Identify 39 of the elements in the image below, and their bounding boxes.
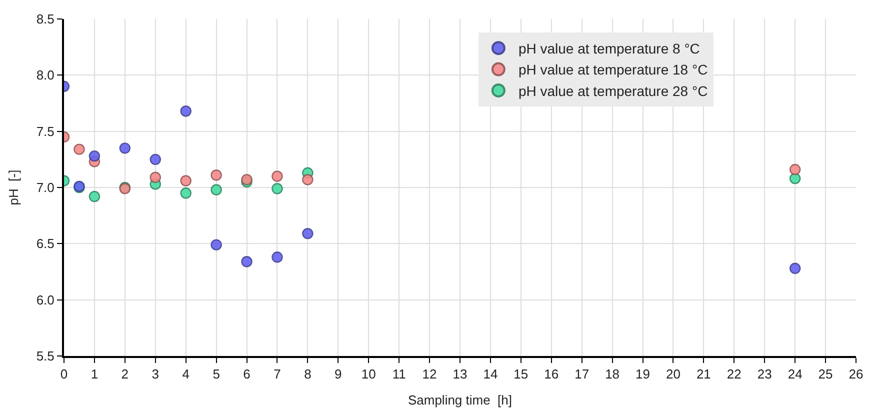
legend-label: pH value at temperature 28 °C — [518, 82, 708, 99]
x-tick-label: 16 — [544, 366, 559, 382]
x-tick-label: 23 — [757, 366, 772, 382]
x-tick-label: 22 — [726, 366, 742, 382]
x-tick-label: 1 — [90, 366, 98, 382]
x-tick-label: 24 — [788, 366, 802, 382]
x-tick-label: 18 — [605, 366, 620, 382]
legend-label: pH value at temperature 8 °C — [518, 40, 700, 57]
x-tick-label: 15 — [514, 366, 528, 382]
x-tick-label: 5 — [212, 366, 220, 382]
x-axis-title: Sampling time [h] — [408, 392, 512, 408]
x-tick-label: 25 — [818, 366, 833, 382]
x-tick-label: 10 — [361, 366, 376, 382]
x-tick-label: 3 — [152, 366, 159, 382]
x-tick-label: 4 — [182, 366, 190, 382]
x-tick-label: 11 — [392, 366, 406, 382]
x-tick-label: 17 — [574, 366, 590, 382]
x-tick-label: 9 — [334, 366, 342, 382]
y-axis-title: pH [-] — [6, 170, 21, 206]
x-tick-label: 7 — [274, 366, 281, 382]
y-tick-label: 5.5 — [36, 348, 54, 364]
y-tick-label: 7.0 — [36, 180, 54, 196]
y-tick-label: 8.0 — [36, 68, 54, 83]
x-tick-label: 19 — [636, 366, 650, 382]
y-tick-label: 8.5 — [36, 12, 54, 27]
y-tick-label: 7.5 — [36, 124, 54, 139]
x-tick-label: 13 — [452, 366, 468, 382]
x-tick-label: 8 — [304, 366, 312, 382]
x-tick-label: 2 — [121, 366, 129, 382]
y-tick-label: 6.0 — [36, 292, 54, 308]
x-tick-label: 26 — [848, 366, 864, 382]
x-tick-label: 6 — [243, 366, 250, 382]
x-tick-label: 21 — [696, 366, 711, 382]
x-tick-label: 14 — [483, 366, 498, 382]
x-tick-label: 20 — [666, 366, 680, 382]
y-tick-label: 6.5 — [36, 236, 54, 252]
legend-label: pH value at temperature 18 °C — [518, 62, 708, 78]
x-tick-label: 0 — [60, 366, 68, 382]
x-tick-label: 12 — [422, 366, 437, 382]
